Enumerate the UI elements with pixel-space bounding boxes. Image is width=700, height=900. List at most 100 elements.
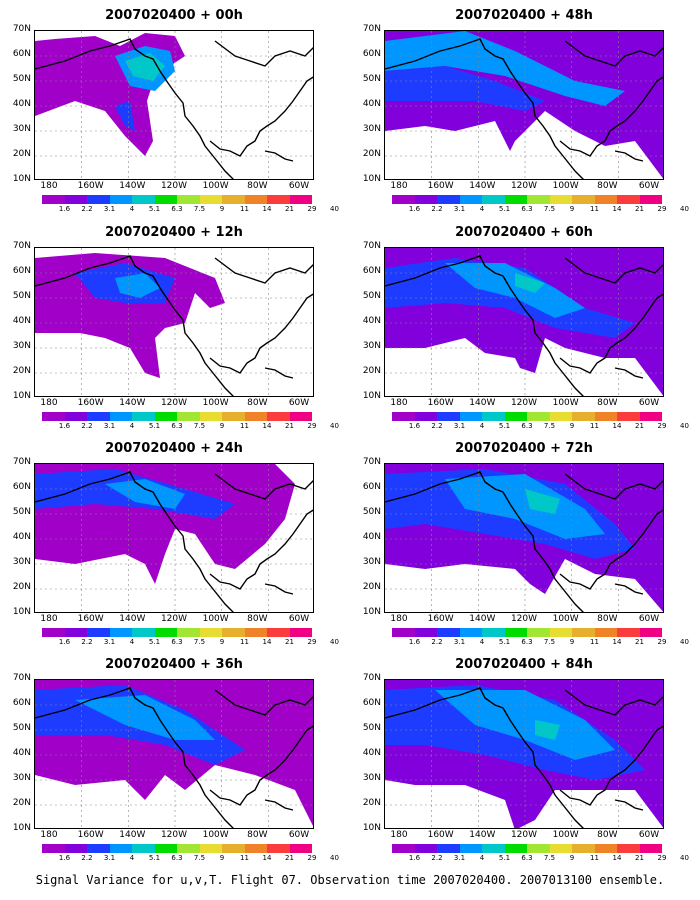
- colorbar-label: 9: [219, 422, 225, 430]
- longitude-label: 160W: [427, 181, 454, 191]
- colorbar-segment: [199, 844, 222, 853]
- longitude-label: 60W: [288, 830, 310, 840]
- shaded-field: [35, 464, 313, 612]
- colorbar-segment: [414, 628, 437, 637]
- colorbar-label: 6.3: [171, 638, 183, 646]
- latitude-label: 40N: [362, 532, 381, 542]
- colorbar-label: 40: [330, 205, 339, 213]
- colorbar: [392, 195, 662, 204]
- colorbar-segment: [222, 844, 245, 853]
- colorbar-label: 1.6: [408, 638, 421, 646]
- colorbar-label: 7.5: [193, 854, 206, 862]
- colorbar-label: 40: [330, 854, 339, 862]
- longitude-label: 80W: [247, 181, 268, 191]
- colorbar-segment: [132, 412, 155, 421]
- colorbar-label: 4: [479, 205, 485, 213]
- colorbar-label: 11: [590, 638, 599, 646]
- colorbar-label: 14: [612, 205, 622, 213]
- colorbar-label: 9: [569, 422, 575, 430]
- longitude-label: 80W: [247, 830, 268, 840]
- panel-title: 2007020400 + 12h: [105, 225, 243, 240]
- colorbar-label: 1.6: [58, 638, 71, 646]
- colorbar-segment: [289, 195, 312, 204]
- colorbar-segment: [414, 844, 437, 853]
- latitude-label: 40N: [362, 99, 381, 109]
- colorbar-segment: [639, 844, 662, 853]
- latitude-label: 20N: [362, 798, 381, 808]
- colorbar-segment: [527, 195, 550, 204]
- colorbar-label: 2.2: [431, 205, 443, 213]
- panel-title: 2007020400 + 36h: [105, 657, 243, 672]
- colorbar-segment: [414, 195, 437, 204]
- longitude-label: 140W: [119, 398, 146, 408]
- colorbar-label: 7.5: [543, 854, 556, 862]
- colorbar-segment: [199, 628, 222, 637]
- colorbar-label: 7.5: [193, 638, 206, 646]
- colorbar-segment: [437, 844, 460, 853]
- colorbar-label: 40: [680, 422, 689, 430]
- longitude-label: 180: [390, 181, 408, 191]
- colorbar-label: 5.1: [498, 638, 511, 646]
- colorbar-label: 21: [635, 205, 644, 213]
- colorbar-label: 29: [307, 638, 317, 646]
- colorbar-segment: [154, 412, 177, 421]
- longitude-label: 180: [40, 830, 58, 840]
- longitude-label: 60W: [288, 181, 310, 191]
- colorbar-label: 2.2: [431, 638, 443, 646]
- longitude-label: 120W: [510, 830, 538, 840]
- panel-title: 2007020400 + 84h: [455, 657, 593, 672]
- colorbar-segment: [177, 412, 200, 421]
- panel-title: 2007020400 + 24h: [105, 441, 243, 456]
- colorbar-segment: [639, 195, 662, 204]
- colorbar-label: 21: [635, 854, 644, 862]
- colorbar-segment: [617, 412, 640, 421]
- longitude-label: 180: [40, 181, 58, 191]
- latitude-label: 10N: [362, 174, 381, 184]
- latitude-label: 20N: [12, 798, 31, 808]
- colorbar-label: 29: [657, 854, 667, 862]
- colorbar-label: 3.1: [103, 205, 116, 213]
- colorbar-label: 1.6: [408, 205, 421, 213]
- longitude-label: 80W: [247, 398, 268, 408]
- latitude-label: 70N: [12, 24, 31, 34]
- colorbar-segment: [459, 628, 482, 637]
- latitude-label: 40N: [12, 316, 31, 326]
- longitude-label: 180: [390, 830, 408, 840]
- colorbar-label: 21: [635, 638, 644, 646]
- latitude-label: 40N: [12, 99, 31, 109]
- latitude-label: 50N: [362, 507, 381, 517]
- latitude-label: 70N: [12, 241, 31, 251]
- colorbar-segment: [199, 195, 222, 204]
- latitude-label: 60N: [362, 698, 381, 708]
- colorbar-segment: [392, 628, 415, 637]
- colorbar-label: 29: [657, 638, 667, 646]
- longitude-label: 180: [40, 398, 58, 408]
- colorbar-segment: [267, 412, 290, 421]
- colorbar-label: 1.6: [58, 205, 71, 213]
- coastline: [35, 471, 313, 612]
- longitude-label: 180: [40, 614, 58, 624]
- colorbar-label: 2.2: [81, 638, 93, 646]
- longitude-label: 100W: [202, 830, 229, 840]
- colorbar-segment: [289, 628, 312, 637]
- longitude-label: 100W: [552, 398, 579, 408]
- longitude-label: 60W: [638, 830, 660, 840]
- colorbar-segment: [154, 844, 177, 853]
- longitude-label: 140W: [469, 614, 496, 624]
- colorbar-label: 14: [262, 854, 272, 862]
- colorbar-label: 21: [285, 422, 294, 430]
- colorbar: [42, 412, 312, 421]
- colorbar-segment: [437, 195, 460, 204]
- colorbar-segment: [87, 412, 110, 421]
- colorbar-segment: [594, 412, 617, 421]
- colorbar-label: 9: [569, 638, 575, 646]
- longitude-label: 120W: [160, 181, 188, 191]
- longitude-label: 60W: [638, 181, 660, 191]
- colorbar-segment: [42, 844, 65, 853]
- colorbar-label: 5.1: [148, 638, 161, 646]
- latitude-label: 70N: [12, 457, 31, 467]
- contour-fill: [525, 489, 560, 514]
- colorbar-segment: [64, 844, 87, 853]
- colorbar-label: 2.2: [81, 854, 93, 862]
- colorbar-label: 11: [240, 422, 249, 430]
